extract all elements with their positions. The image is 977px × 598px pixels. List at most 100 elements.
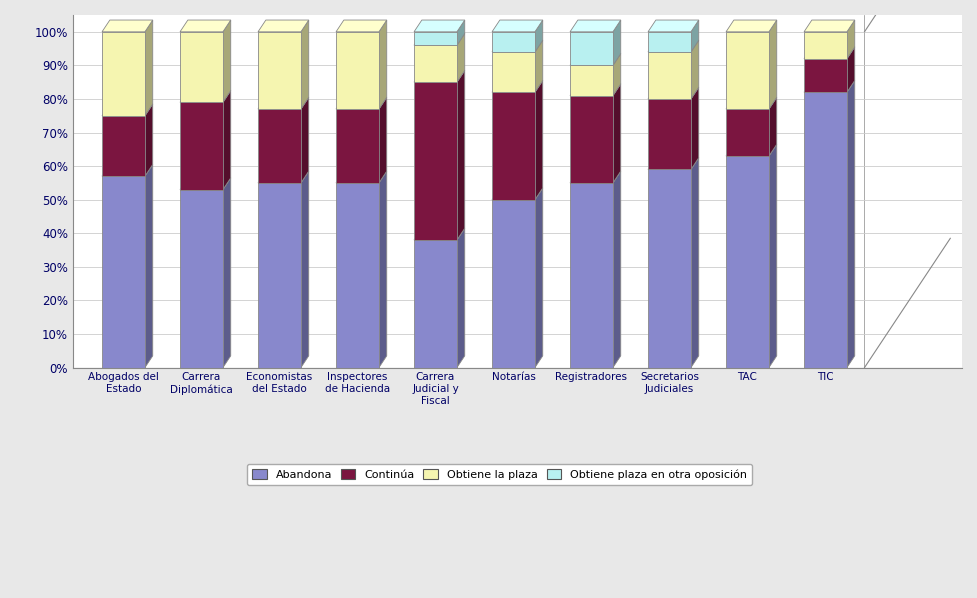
Polygon shape (102, 32, 145, 116)
Polygon shape (613, 54, 620, 96)
Polygon shape (535, 188, 543, 368)
Polygon shape (691, 20, 699, 52)
Polygon shape (648, 32, 691, 52)
Polygon shape (726, 32, 769, 109)
Polygon shape (223, 90, 231, 190)
Polygon shape (535, 81, 543, 200)
Polygon shape (804, 81, 855, 92)
Polygon shape (648, 87, 699, 99)
Polygon shape (769, 144, 777, 368)
Polygon shape (258, 171, 309, 183)
Polygon shape (301, 97, 309, 183)
Polygon shape (414, 45, 457, 82)
Polygon shape (457, 20, 465, 45)
Polygon shape (258, 20, 309, 32)
Polygon shape (648, 40, 699, 52)
Polygon shape (804, 20, 855, 32)
Polygon shape (414, 32, 457, 45)
Polygon shape (414, 228, 465, 240)
Polygon shape (613, 171, 620, 368)
Polygon shape (726, 156, 769, 368)
Polygon shape (102, 104, 152, 116)
Polygon shape (691, 87, 699, 169)
Polygon shape (804, 32, 847, 59)
Polygon shape (457, 228, 465, 368)
Polygon shape (804, 47, 855, 59)
Polygon shape (414, 33, 465, 45)
Polygon shape (258, 109, 301, 183)
Polygon shape (258, 97, 309, 109)
Polygon shape (691, 158, 699, 368)
Polygon shape (492, 92, 535, 200)
Polygon shape (570, 54, 620, 65)
Polygon shape (847, 20, 855, 59)
Polygon shape (180, 20, 231, 32)
Polygon shape (648, 52, 691, 99)
Polygon shape (180, 32, 223, 102)
Polygon shape (379, 20, 387, 109)
Polygon shape (457, 71, 465, 240)
Polygon shape (223, 178, 231, 368)
Polygon shape (457, 33, 465, 82)
Polygon shape (726, 97, 777, 109)
Polygon shape (492, 200, 535, 368)
Polygon shape (769, 20, 777, 109)
Polygon shape (414, 240, 457, 368)
Polygon shape (691, 40, 699, 99)
Polygon shape (492, 40, 543, 52)
Polygon shape (726, 20, 777, 32)
Polygon shape (492, 32, 535, 52)
Polygon shape (336, 97, 387, 109)
Polygon shape (301, 20, 309, 109)
Polygon shape (336, 171, 387, 183)
Polygon shape (648, 158, 699, 169)
Polygon shape (492, 20, 543, 32)
Polygon shape (102, 116, 145, 176)
Polygon shape (570, 84, 620, 96)
Polygon shape (414, 20, 465, 32)
Polygon shape (648, 20, 699, 32)
Polygon shape (570, 32, 613, 65)
Polygon shape (613, 84, 620, 183)
Legend: Abandona, Continúa, Obtiene la plaza, Obtiene plaza en otra oposición: Abandona, Continúa, Obtiene la plaza, Ob… (247, 463, 752, 486)
Polygon shape (769, 97, 777, 156)
Polygon shape (223, 20, 231, 102)
Polygon shape (102, 164, 152, 176)
Polygon shape (414, 82, 457, 240)
Polygon shape (145, 104, 152, 176)
Polygon shape (847, 81, 855, 368)
Polygon shape (847, 47, 855, 92)
Polygon shape (336, 20, 387, 32)
Polygon shape (102, 176, 145, 368)
Polygon shape (570, 65, 613, 96)
Polygon shape (804, 92, 847, 368)
Polygon shape (570, 20, 620, 32)
Polygon shape (613, 20, 620, 65)
Polygon shape (570, 171, 620, 183)
Polygon shape (648, 99, 691, 169)
Polygon shape (726, 109, 769, 156)
Polygon shape (414, 71, 465, 82)
Polygon shape (535, 40, 543, 92)
Polygon shape (180, 190, 223, 368)
Polygon shape (535, 20, 543, 52)
Polygon shape (336, 183, 379, 368)
Polygon shape (570, 96, 613, 183)
Polygon shape (301, 171, 309, 368)
Polygon shape (336, 109, 379, 183)
Polygon shape (180, 90, 231, 102)
Polygon shape (336, 32, 379, 109)
Polygon shape (492, 81, 543, 92)
Polygon shape (180, 178, 231, 190)
Polygon shape (570, 183, 613, 368)
Polygon shape (379, 171, 387, 368)
Polygon shape (145, 20, 152, 116)
Polygon shape (379, 97, 387, 183)
Polygon shape (648, 169, 691, 368)
Polygon shape (102, 20, 152, 32)
Polygon shape (492, 188, 543, 200)
Polygon shape (726, 144, 777, 156)
Polygon shape (180, 102, 223, 190)
Polygon shape (145, 164, 152, 368)
Polygon shape (258, 183, 301, 368)
